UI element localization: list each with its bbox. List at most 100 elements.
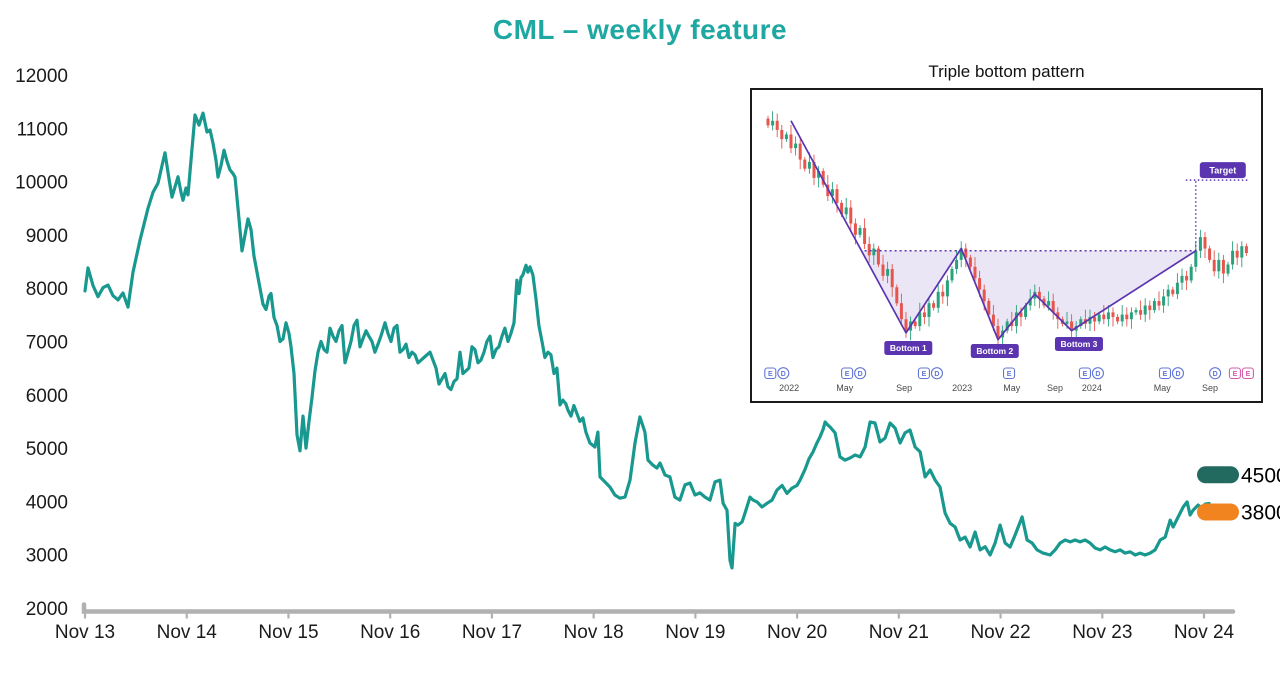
- candle-body: [982, 289, 986, 301]
- candle-body: [849, 207, 853, 224]
- price-level-pill: [1197, 503, 1239, 521]
- candle-body: [904, 319, 908, 331]
- dividends-icon: [854, 367, 867, 380]
- candle-body: [1212, 259, 1216, 272]
- price-level-label: 3800: [1241, 502, 1280, 525]
- candle-body: [1226, 264, 1230, 274]
- candle-body: [1093, 316, 1097, 322]
- candle-body: [1037, 291, 1041, 299]
- candle-body: [978, 278, 982, 290]
- candle-body: [853, 223, 857, 235]
- candle-body: [1221, 259, 1225, 274]
- earnings-icon-letter: E: [1163, 371, 1168, 378]
- bottom-badge: [970, 344, 1019, 358]
- price-level-label: 4500: [1241, 464, 1280, 487]
- y-axis-tick-label: 5000: [26, 439, 68, 460]
- earnings-icon: [917, 367, 930, 380]
- candle-body: [1194, 250, 1198, 267]
- candle-body: [766, 118, 770, 126]
- candle-body: [927, 303, 931, 317]
- trend-zigzag-line: [790, 120, 1197, 341]
- candle-body: [1175, 282, 1179, 295]
- dividends-icon-letter: D: [1213, 371, 1218, 378]
- candle-body: [1231, 250, 1235, 265]
- candle-body: [1079, 319, 1083, 326]
- candle-body: [987, 301, 991, 315]
- candle-body: [890, 269, 894, 288]
- inset-x-axis-label: Sep: [1202, 383, 1218, 393]
- earnings-icon-letter: E: [1233, 371, 1238, 378]
- dividends-icon: [1209, 367, 1222, 380]
- candle-body: [996, 326, 1000, 338]
- x-axis-line: [81, 602, 1236, 614]
- candle-body: [1014, 312, 1018, 327]
- inset-x-axis-label: 2023: [952, 383, 972, 393]
- y-axis-tick-label: 2000: [26, 599, 68, 620]
- candle-body: [812, 161, 816, 178]
- dividends-icon: [930, 367, 943, 380]
- bottom-label: Bottom 2: [976, 346, 1013, 356]
- dividends-icon-letter: D: [858, 371, 863, 378]
- candle-body: [876, 248, 880, 265]
- candle-body: [1102, 314, 1106, 320]
- candle-body: [1240, 246, 1244, 258]
- earnings-icon-letter: E: [922, 371, 927, 378]
- earnings-icon: [1228, 367, 1241, 380]
- candle-body: [913, 321, 917, 327]
- earnings-icon: [841, 367, 854, 380]
- inset-x-axis-label: Sep: [896, 383, 912, 393]
- y-axis-tick-label: 9000: [26, 226, 68, 247]
- candle-body: [1162, 296, 1166, 306]
- dividends-icon-letter: D: [781, 371, 786, 378]
- candle-body: [991, 314, 995, 326]
- candle-body: [1065, 321, 1069, 324]
- dividends-icon: [1091, 367, 1104, 380]
- dividends-icon-letter: D: [934, 371, 939, 378]
- earnings-icon-letter: E: [1083, 371, 1088, 378]
- candle-body: [821, 171, 825, 185]
- dividends-icon-letter: D: [1175, 371, 1180, 378]
- target-badge: [1199, 162, 1246, 179]
- y-axis-tick-label: 11000: [17, 119, 68, 140]
- earnings-icon-letter: E: [1246, 371, 1251, 378]
- price-level-pill: [1197, 466, 1239, 484]
- candle-body: [803, 159, 807, 169]
- earnings-icon: [764, 367, 777, 380]
- candle-body: [1157, 301, 1161, 306]
- candle-body: [1171, 289, 1175, 295]
- candle-body: [780, 130, 784, 140]
- candle-body: [968, 257, 972, 267]
- candle-body: [789, 134, 793, 149]
- candle-body: [1116, 316, 1120, 322]
- y-axis-tick-label: 4000: [26, 492, 68, 513]
- candle-body: [1185, 275, 1189, 281]
- page-title: CML – weekly feature: [492, 14, 788, 45]
- candle-body: [950, 269, 954, 281]
- candle-body: [1070, 321, 1074, 331]
- candle-body: [922, 312, 926, 317]
- candle-body: [1051, 301, 1055, 313]
- dividends-icon-letter: D: [1095, 371, 1100, 378]
- candle-body: [798, 143, 802, 160]
- candle-body: [1244, 246, 1248, 253]
- inset-x-axis-label: 2022: [779, 383, 799, 393]
- bottom-label: Bottom 1: [890, 343, 927, 353]
- candle-body: [955, 259, 959, 269]
- earnings-icon: [1158, 367, 1172, 380]
- candle-body: [1120, 314, 1124, 322]
- x-axis-tick-label: Nov 15: [258, 622, 318, 643]
- candle-body: [959, 248, 963, 260]
- y-axis-tick-label: 10000: [15, 173, 68, 194]
- earnings-icon-letter: E: [1007, 371, 1012, 378]
- candle-body: [945, 280, 949, 297]
- candle-body: [1208, 248, 1212, 260]
- candle-body: [1139, 310, 1143, 315]
- candle-body: [1235, 250, 1239, 258]
- earnings-icon: [1078, 367, 1091, 380]
- candle-body: [1129, 312, 1133, 320]
- candle-body: [1198, 237, 1202, 251]
- earnings-icon: [1241, 367, 1254, 380]
- dividends-icon: [777, 367, 790, 380]
